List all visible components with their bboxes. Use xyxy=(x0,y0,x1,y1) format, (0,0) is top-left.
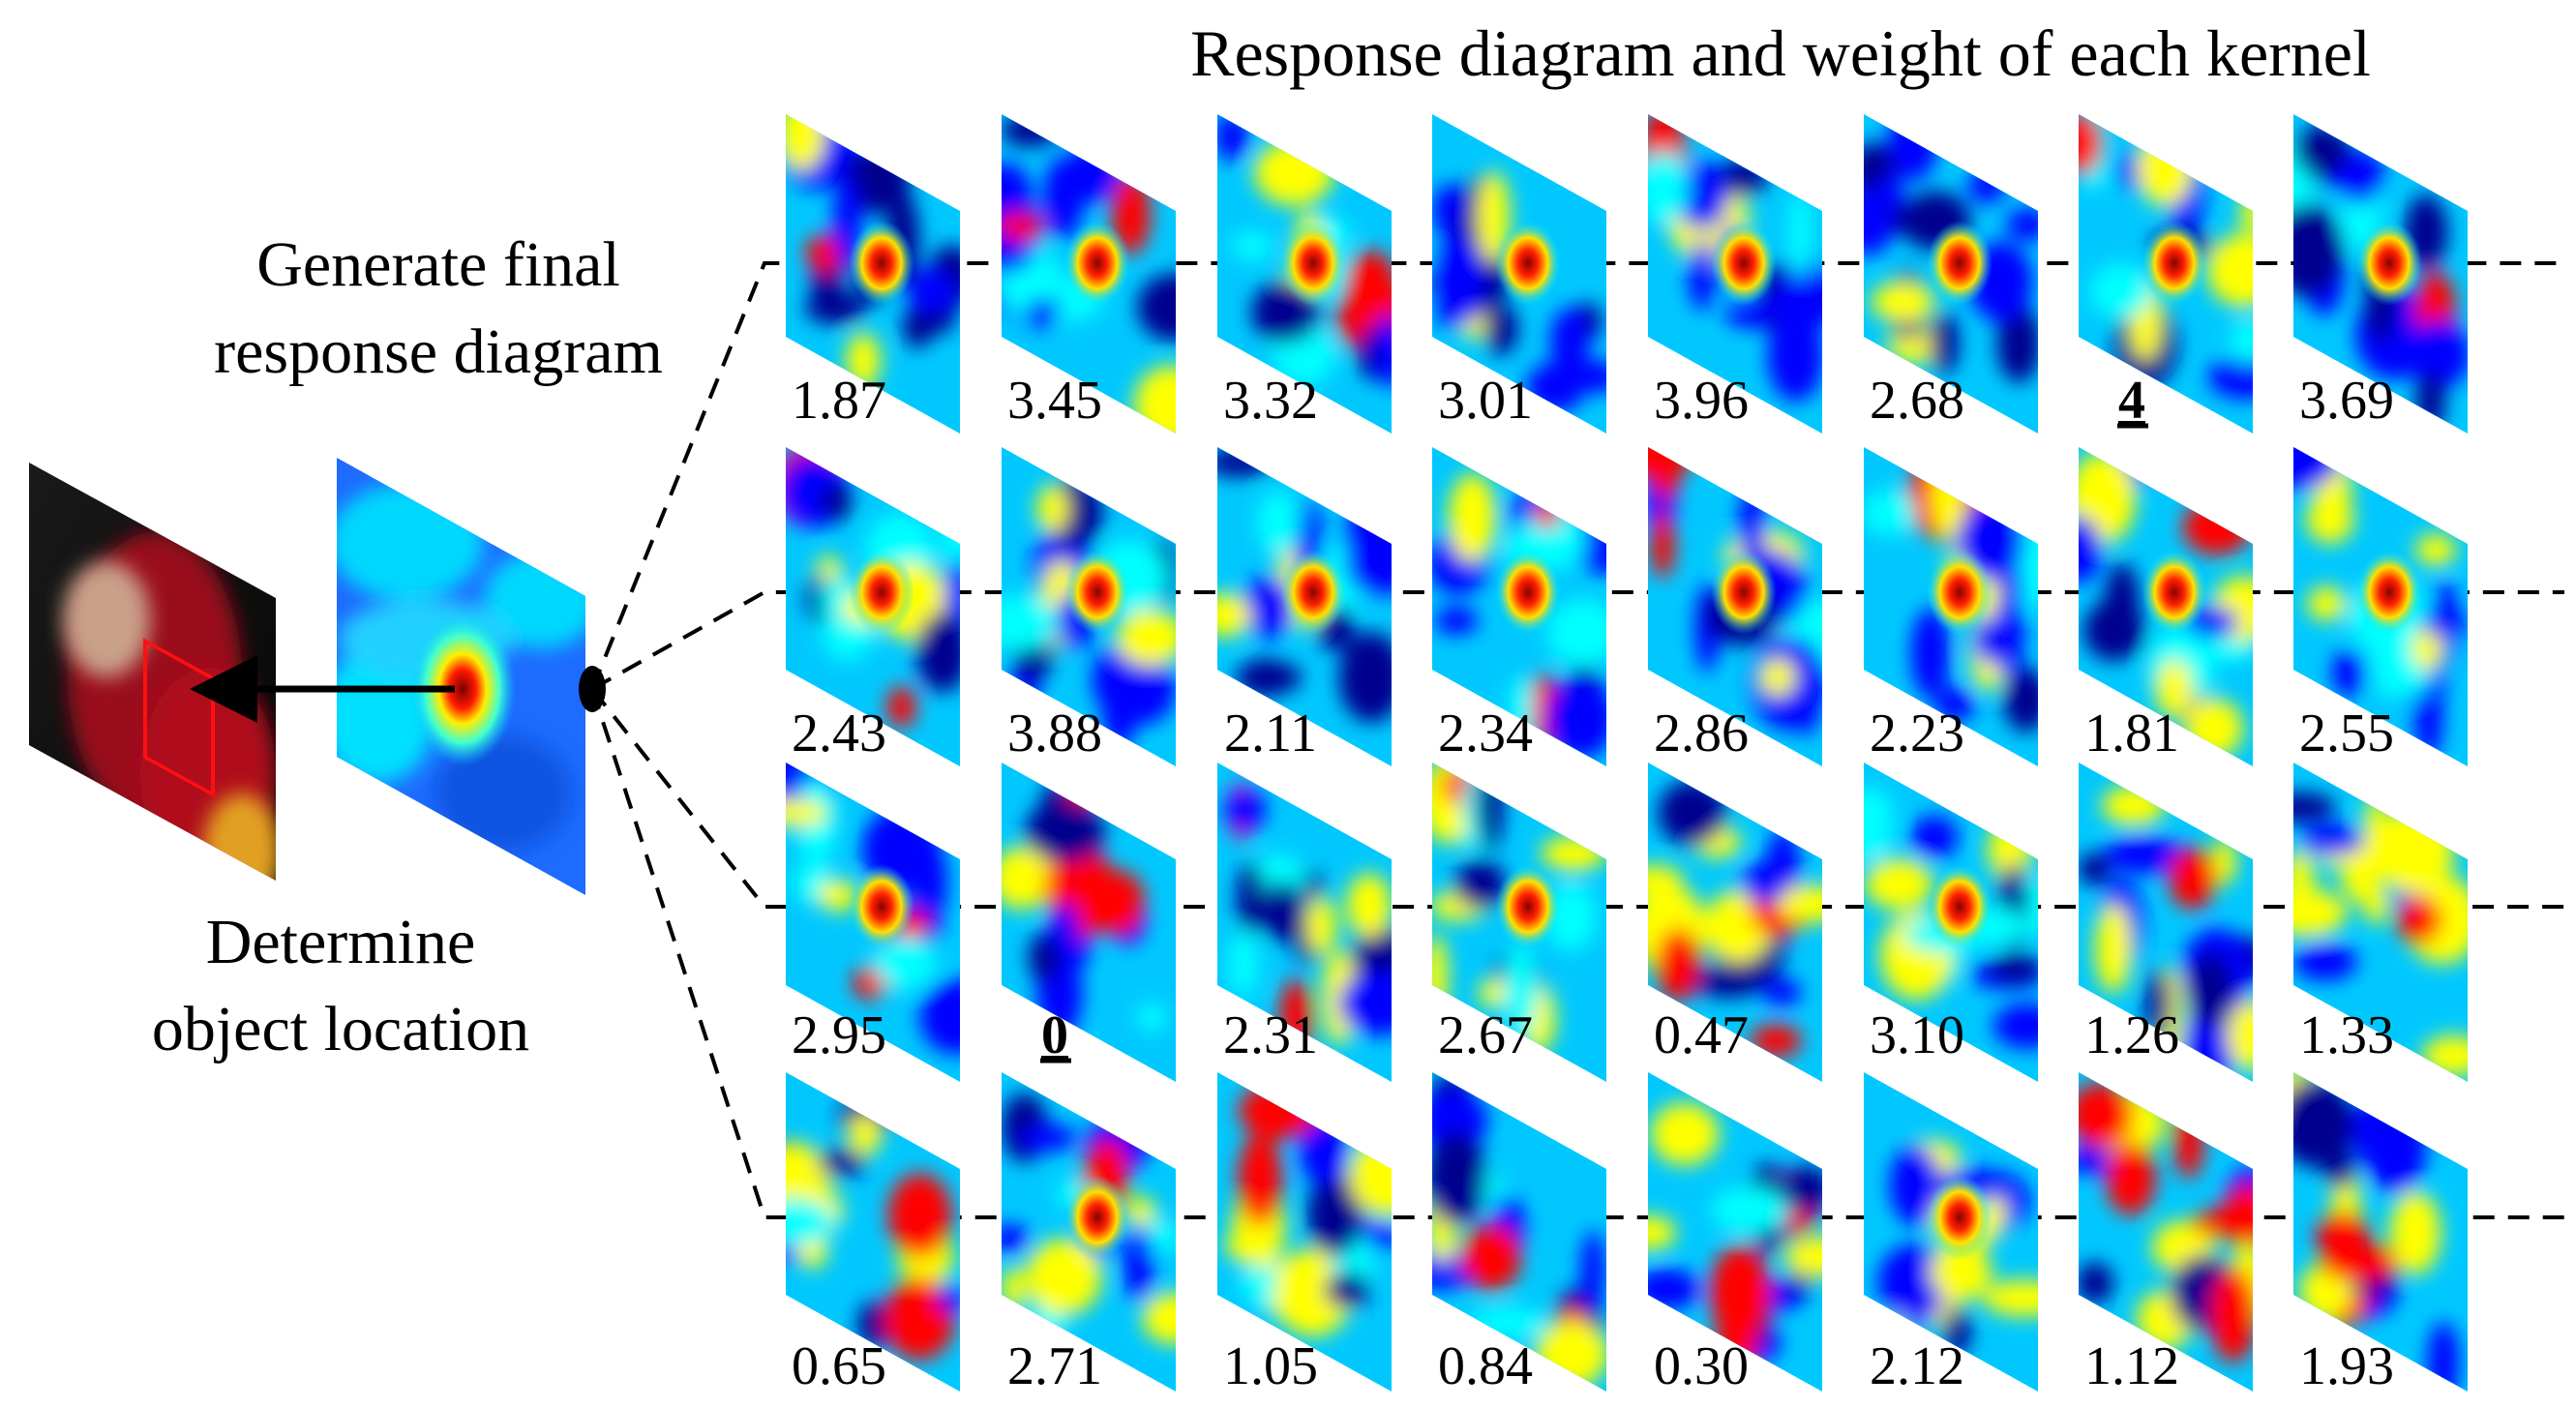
kernel-weight-r2-c3: 2.11 xyxy=(1224,704,1317,764)
kernel-weight-r1-c1: 1.87 xyxy=(792,371,886,431)
kernel-weight-r1-c2: 3.45 xyxy=(1007,371,1102,431)
kernel-map-r1-c7 xyxy=(2079,114,2253,434)
kernel-weight-r4-c3: 1.05 xyxy=(1223,1336,1318,1396)
kernel-weight-r4-c6: 2.12 xyxy=(1870,1336,1964,1396)
kernel-weight-r3-c8: 1.33 xyxy=(2299,1005,2394,1065)
kernel-weight-r3-c5: 0.47 xyxy=(1654,1005,1749,1065)
determine-label-line2: object location xyxy=(152,994,529,1064)
kernel-weight-r1-c6: 2.68 xyxy=(1870,371,1964,431)
kernel-weight-r4-c2: 2.71 xyxy=(1007,1336,1102,1396)
kernel-weight-r4-c5: 0.30 xyxy=(1654,1336,1749,1396)
kernel-weight-r3-c6: 3.10 xyxy=(1870,1005,1964,1065)
kernel-weight-r1-c4: 3.01 xyxy=(1438,371,1533,431)
kernel-map-r2-c6 xyxy=(1864,447,2038,766)
kernel-weight-r3-c3: 2.31 xyxy=(1223,1005,1318,1065)
kernel-weight-r2-c2: 3.88 xyxy=(1007,704,1102,764)
kernel-weight-r1-c3: 3.32 xyxy=(1223,371,1318,431)
kernel-weight-r2-c6: 2.23 xyxy=(1870,704,1964,764)
kernel-weight-r3-c7: 1.26 xyxy=(2084,1005,2179,1065)
kernel-map-r3-c2 xyxy=(1002,763,1176,1082)
kernel-weight-r4-c4: 0.84 xyxy=(1438,1336,1533,1396)
kernel-weight-r3-c1: 2.95 xyxy=(792,1005,886,1065)
kernel-weight-r2-c1: 2.43 xyxy=(792,704,886,764)
kernel-weight-r2-c8: 2.55 xyxy=(2299,704,2394,764)
determine-label-line1: Determine xyxy=(206,907,476,977)
kernel-weight-r1-c8: 3.69 xyxy=(2299,371,2394,431)
kernel-weight-r4-c1: 0.65 xyxy=(792,1336,886,1396)
final-response-map xyxy=(337,458,585,895)
kernel-response-grid: 1.87 3.45 3.32 3.01 3.96 2.68 4 3.69 2.43 3.88 2.1… xyxy=(786,114,2468,1396)
kernel-weight-r1-c5: 3.96 xyxy=(1654,371,1749,431)
kernel-map-r1-c4 xyxy=(1432,114,1606,434)
row-connector-1 xyxy=(590,261,2564,690)
kernel-weight-r4-c8: 1.93 xyxy=(2299,1336,2394,1396)
generate-label-line1: Generate final xyxy=(256,229,620,300)
kernel-weight-r3-c2: 0 xyxy=(1041,1005,1068,1065)
generate-label-line2: response diagram xyxy=(214,316,663,387)
kernel-weight-r4-c7: 1.12 xyxy=(2084,1336,2179,1396)
diagram-title: Response diagram and weight of each kern… xyxy=(1190,16,2371,90)
kernel-weight-r1-c7: 4 xyxy=(2118,371,2145,431)
kernel-weight-r2-c7: 1.81 xyxy=(2084,704,2179,764)
kernel-weight-r2-c4: 2.34 xyxy=(1438,704,1533,764)
kernel-weight-r3-c4: 2.67 xyxy=(1438,1005,1533,1065)
fan-origin-dot xyxy=(579,666,606,712)
kernel-weight-r2-c5: 2.86 xyxy=(1654,704,1749,764)
kernel-map-r1-c8 xyxy=(2293,114,2468,434)
